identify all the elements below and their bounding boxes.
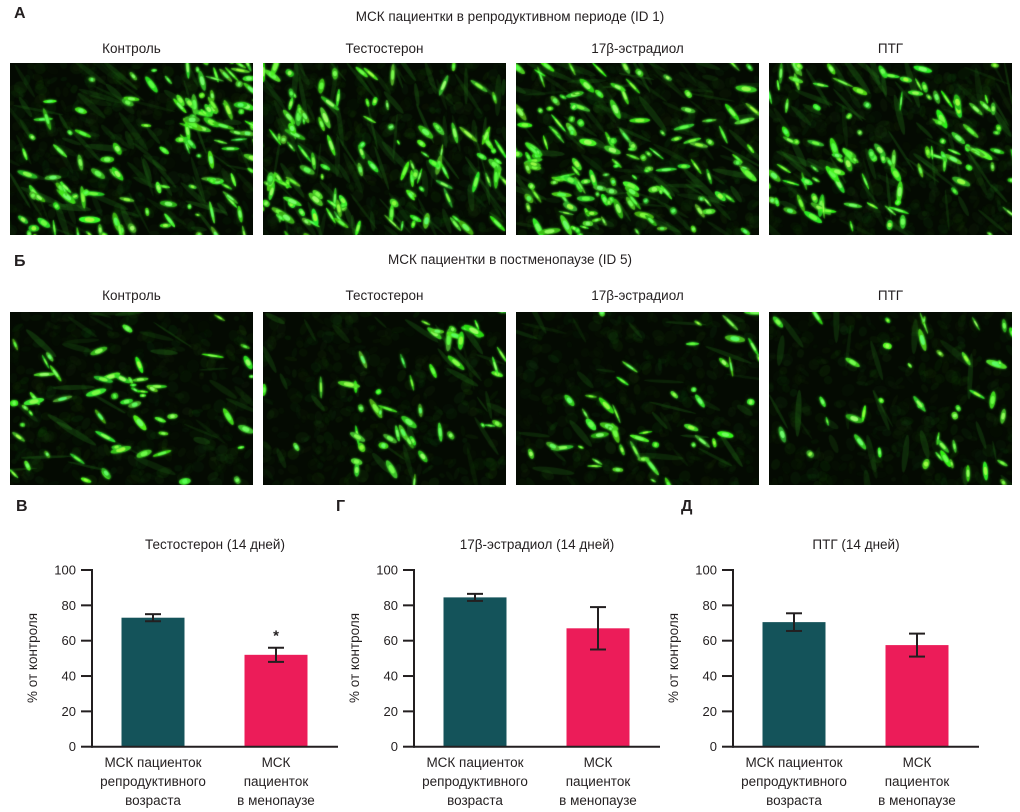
svg-text:40: 40 xyxy=(703,669,717,684)
micrograph-b-control xyxy=(10,312,253,485)
svg-text:60: 60 xyxy=(384,633,398,648)
panel-a-col-label-testosterone: Тестостерон xyxy=(345,41,424,56)
svg-text:80: 80 xyxy=(703,598,717,613)
svg-text:% от контроля: % от контроля xyxy=(347,613,362,703)
svg-text:100: 100 xyxy=(54,563,76,578)
bar-chart-estradiol: 17β-эстрадиол (14 дней) % от контроля МСК … xyxy=(347,537,660,808)
svg-text:60: 60 xyxy=(703,633,717,648)
svg-text:в менопаузе: в менопаузе xyxy=(878,793,956,808)
micrograph-a-testosterone xyxy=(263,63,506,235)
svg-text:возраста: возраста xyxy=(766,793,822,808)
micrograph-b-testosterone xyxy=(263,312,506,485)
panel-v-letter: В xyxy=(16,498,28,515)
panel-b-col-label-estradiol: 17β-эстрадиол xyxy=(591,288,684,303)
svg-text:МСК пациенток: МСК пациенток xyxy=(426,755,523,770)
panel-a-title: МСК пациентки в репродуктивном периоде (… xyxy=(355,9,665,24)
svg-text:60: 60 xyxy=(62,633,76,648)
micrograph-a-pth xyxy=(769,63,1012,235)
svg-text:пациенток: пациенток xyxy=(885,774,950,789)
svg-text:в менопаузе: в менопаузе xyxy=(559,793,637,808)
svg-text:Тестостерон (14 дней): Тестостерон (14 дней) xyxy=(145,537,285,552)
svg-text:17β-эстрадиол (14 дней): 17β-эстрадиол (14 дней) xyxy=(460,537,615,552)
micrograph-a-estradiol xyxy=(516,63,759,235)
micrograph-a-control xyxy=(10,63,253,235)
svg-text:100: 100 xyxy=(695,563,717,578)
svg-text:100: 100 xyxy=(376,563,398,578)
panel-a-col-label-estradiol: 17β-эстрадиол xyxy=(591,41,684,56)
svg-text:возраста: возраста xyxy=(447,793,503,808)
panel-a-col-label-pth: ПТГ xyxy=(877,41,904,56)
svg-text:% от контроля: % от контроля xyxy=(666,613,681,703)
panel-g-letter: Г xyxy=(336,498,346,515)
svg-text:возраста: возраста xyxy=(125,793,181,808)
svg-text:80: 80 xyxy=(62,598,76,613)
svg-text:в менопаузе: в менопаузе xyxy=(237,793,315,808)
svg-text:репродуктивного: репродуктивного xyxy=(741,774,847,789)
svg-text:0: 0 xyxy=(391,739,398,754)
panel-b-letter: Б xyxy=(14,253,26,270)
bar-chart-testosterone: Тестостерон (14 дней) % от контроля МСК па… xyxy=(25,537,338,808)
svg-text:МСК пациенток: МСК пациенток xyxy=(104,755,201,770)
svg-text:40: 40 xyxy=(62,669,76,684)
bar-chart-pth: ПТГ (14 дней) % от контроля МСК пациенток р… xyxy=(666,537,979,808)
panel-d-letter: Д xyxy=(681,498,693,515)
svg-text:0: 0 xyxy=(710,739,717,754)
svg-text:МСК: МСК xyxy=(903,755,932,770)
micrograph-b-pth xyxy=(769,312,1012,485)
svg-text:пациенток: пациенток xyxy=(244,774,309,789)
svg-text:МСК пациенток: МСК пациенток xyxy=(745,755,842,770)
panel-a-letter: А xyxy=(14,5,26,22)
svg-text:0: 0 xyxy=(69,739,76,754)
svg-text:20: 20 xyxy=(384,704,398,719)
svg-text:ПТГ (14 дней): ПТГ (14 дней) xyxy=(812,537,899,552)
svg-text:репродуктивного: репродуктивного xyxy=(422,774,528,789)
svg-text:МСК: МСК xyxy=(262,755,291,770)
svg-text:20: 20 xyxy=(703,704,717,719)
svg-text:*: * xyxy=(273,628,279,645)
svg-text:пациенток: пациенток xyxy=(566,774,631,789)
micrograph-b-estradiol xyxy=(516,312,759,485)
panel-b-col-label-pth: ПТГ xyxy=(877,288,904,303)
panel-b-col-label-testosterone: Тестостерон xyxy=(345,288,424,303)
svg-text:20: 20 xyxy=(62,704,76,719)
panel-b-title: МСК пациентки в постменопаузе (ID 5) xyxy=(388,252,632,267)
svg-text:МСК: МСК xyxy=(584,755,613,770)
svg-text:% от контроля: % от контроля xyxy=(25,613,40,703)
panel-a-col-label-control: Контроль xyxy=(102,41,161,56)
svg-text:репродуктивного: репродуктивного xyxy=(100,774,206,789)
svg-text:40: 40 xyxy=(384,669,398,684)
panel-b-col-label-control: Контроль xyxy=(102,288,161,303)
svg-text:80: 80 xyxy=(384,598,398,613)
